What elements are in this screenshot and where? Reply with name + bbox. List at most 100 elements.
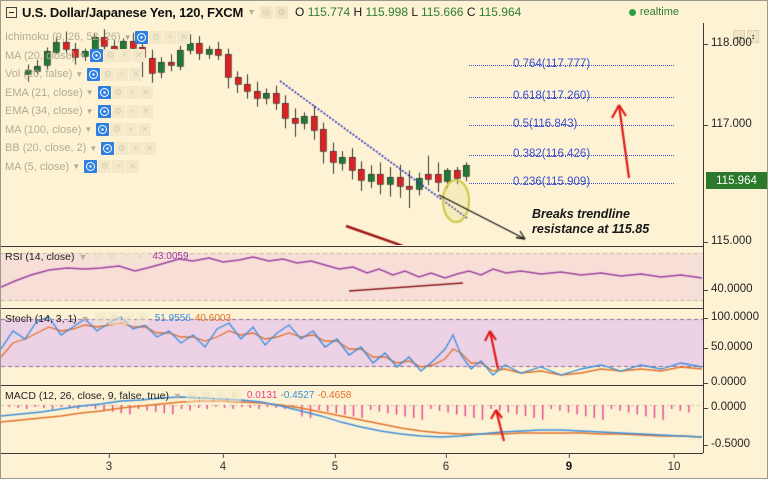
plus-icon[interactable]: + [125,104,139,118]
collapse-panel-icon[interactable] [6,6,17,18]
close-icon[interactable]: ✕ [126,160,140,174]
gear-icon[interactable]: ⚙ [149,30,163,44]
header-icon-group: ◎ ⚙ [260,5,288,19]
close-icon[interactable]: ✕ [133,250,147,263]
gear-icon[interactable]: ⚙ [104,49,118,63]
gear-icon[interactable]: ⚙ [101,67,115,81]
price-axis-line [703,23,704,453]
chevron-down-icon[interactable]: ▼ [84,125,93,135]
visibility-icon[interactable] [87,67,101,81]
close-icon[interactable]: ✕ [139,104,153,118]
indicator-row[interactable]: Vol (20, false) ▼ ⚙ + ✕ [5,65,190,84]
indicator-buttons: ⚙ + ✕ [84,160,140,174]
visibility-icon[interactable] [97,104,111,118]
macd-canvas [1,386,703,453]
close-icon[interactable]: ✕ [129,67,143,81]
macd-legend-buttons: ◎ ⚙ + ✕ [185,389,241,402]
fib-level-line [469,125,674,126]
ohlc-close-label: C [466,5,476,19]
visibility-icon[interactable] [84,160,98,174]
visibility-icon[interactable] [97,86,111,100]
resize-vertical-icon[interactable]: ↕ [747,30,759,43]
indicator-label: MA (20, close) [5,49,76,62]
close-icon[interactable]: ✕ [227,389,241,402]
chevron-down-icon[interactable]: ▼ [78,251,88,262]
chevron-down-icon[interactable]: ▼ [78,51,87,61]
plus-icon[interactable]: + [118,49,132,63]
gear-icon[interactable]: ⚙ [111,86,125,100]
chevron-down-icon[interactable]: ▼ [85,88,94,98]
gear-icon[interactable]: ⚙ [105,250,119,263]
gear-icon[interactable]: ⚙ [115,141,129,155]
visibility-icon[interactable] [90,49,104,63]
plus-icon[interactable]: + [119,250,133,263]
visibility-icon[interactable]: ◎ [93,312,107,325]
target-icon[interactable]: ◎ [260,5,273,19]
window-buttons: ↔ ↕ [733,30,759,43]
close-icon[interactable]: ✕ [139,86,153,100]
chevron-down-icon[interactable]: ▼ [85,106,94,116]
ohlc-open-label: O [295,5,305,19]
close-icon[interactable]: ✕ [135,312,149,325]
visibility-icon[interactable] [101,141,115,155]
chevron-down-icon[interactable]: ▼ [123,32,132,42]
status-label: realtime [639,6,679,18]
plus-icon[interactable]: + [112,160,126,174]
indicator-row[interactable]: EMA (34, close) ▼ ⚙ + ✕ [5,102,190,121]
plus-icon[interactable]: + [129,141,143,155]
fib-level-line [469,183,674,184]
time-axis-tick: 9 [565,453,573,473]
indicator-row[interactable]: Ichimoku (9, 26, 52, 26) ▼ ⚙ + ✕ [5,28,191,47]
gear-icon[interactable]: ⚙ [199,389,213,402]
indicator-buttons: ⚙ + ✕ [135,30,191,44]
plus-icon[interactable]: + [213,389,227,402]
plus-icon[interactable]: + [115,67,129,81]
indicator-row[interactable]: EMA (21, close) ▼ ⚙ + ✕ [5,84,190,103]
visibility-icon[interactable] [96,123,110,137]
green-dot-icon [628,8,636,16]
chevron-down-icon[interactable]: ▼ [75,69,84,79]
panel-separator-macd [1,385,703,386]
chevron-down-icon[interactable]: ▼ [89,143,98,153]
time-axis-line [1,453,703,454]
rsi-panel[interactable]: RSI (14, close) ▼ ◎ ⚙ + ✕ 43.0059 [1,247,703,307]
price-axis[interactable]: 118.000 117.000 115.000 115.964 40.0000 100.0… [704,23,767,453]
time-axis[interactable]: 3 4 5 6 9 10 [1,453,767,478]
gear-icon[interactable]: ⚙ [275,5,288,19]
fib-level-line [469,155,674,156]
close-icon[interactable]: ✕ [177,30,191,44]
indicator-row[interactable]: BB (20, close, 2) ▼ ⚙ + ✕ [5,139,190,158]
indicator-row[interactable]: MA (100, close) ▼ ⚙ + ✕ [5,121,190,140]
fib-level-line [469,97,674,98]
plus-icon[interactable]: + [125,86,139,100]
gear-icon[interactable]: ⚙ [107,312,121,325]
visibility-icon[interactable]: ◎ [91,250,105,263]
macd-signal-value: -0.4658 [317,390,352,401]
close-icon[interactable]: ✕ [138,123,152,137]
chevron-down-icon[interactable]: ▼ [72,162,81,172]
close-icon[interactable]: ✕ [132,49,146,63]
gear-icon[interactable]: ⚙ [98,160,112,174]
fib-level-label: 0.382(116.426) [513,148,591,160]
visibility-icon[interactable] [135,30,149,44]
stoch-panel[interactable]: Stoch (14, 3, 1) ▼ ◎ ⚙ + ✕ 51.9556 40.60… [1,309,703,384]
visibility-icon[interactable]: ◎ [185,389,199,402]
close-icon[interactable]: ✕ [143,141,157,155]
resize-horizontal-icon[interactable]: ↔ [733,30,745,43]
indicator-row[interactable]: MA (5, close) ▼ ⚙ + ✕ [5,158,190,177]
plus-icon[interactable]: + [121,312,135,325]
indicator-row[interactable]: MA (20, close) ▼ ⚙ + ✕ [5,47,190,66]
plus-icon[interactable]: + [124,123,138,137]
plus-icon[interactable]: + [163,30,177,44]
fib-level-label: 0.5(116.843) [513,118,578,130]
chevron-down-icon[interactable]: ▼ [247,7,256,17]
macd-panel[interactable]: MACD (12, 26, close, 9, false, true) ▼ ◎… [1,386,703,453]
indicator-label: Vol (20, false) [5,68,73,81]
gear-icon[interactable]: ⚙ [111,104,125,118]
fib-level-label: 0.236(115.909) [513,176,591,188]
chevron-down-icon[interactable]: ▼ [172,390,182,401]
gear-icon[interactable]: ⚙ [110,123,124,137]
stoch-axis-tick: 0.0000 [704,376,746,388]
chevron-down-icon[interactable]: ▼ [80,313,90,324]
ohlc-high-value: 115.998 [365,5,409,19]
